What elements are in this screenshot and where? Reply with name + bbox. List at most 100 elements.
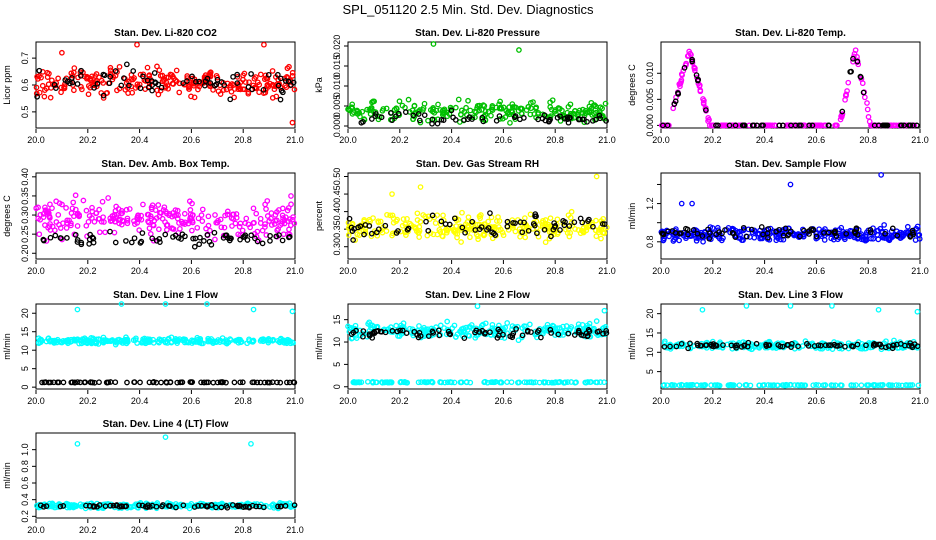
data-point <box>551 108 558 115</box>
data-point <box>496 113 503 119</box>
data-point <box>866 118 873 125</box>
data-point <box>512 220 518 226</box>
data-point <box>100 71 107 78</box>
data-point <box>63 225 70 231</box>
data-point <box>598 235 604 242</box>
x-tick-label: 21.0 <box>911 266 929 276</box>
data-point <box>821 237 828 243</box>
data-point <box>487 210 493 216</box>
data-point <box>151 70 158 76</box>
data-point <box>107 64 114 71</box>
y-axis-label: ml/min <box>2 462 12 489</box>
x-tick-label: 20.6 <box>183 396 201 406</box>
data-point <box>245 84 252 90</box>
data-point <box>547 215 554 222</box>
data-point <box>85 91 92 98</box>
data-point <box>165 74 172 81</box>
data-point <box>236 223 243 230</box>
data-point <box>740 224 747 231</box>
data-point <box>94 80 101 87</box>
data-point <box>150 336 156 343</box>
data-point <box>601 307 608 314</box>
x-tick-label: 20.4 <box>443 266 461 276</box>
data-point <box>252 235 258 242</box>
x-tick-label: 20.6 <box>495 135 513 145</box>
data-point <box>495 214 501 220</box>
data-point <box>831 229 838 235</box>
data-point <box>906 122 913 129</box>
x-tick-label: 20.6 <box>495 396 513 406</box>
data-point <box>359 108 366 115</box>
data-point <box>261 41 267 48</box>
data-point <box>235 231 242 238</box>
data-point <box>504 379 510 385</box>
data-point <box>402 109 409 115</box>
data-point <box>393 106 400 112</box>
data-point <box>743 233 750 240</box>
data-point <box>853 226 860 233</box>
data-point <box>492 225 498 232</box>
data-point <box>64 235 70 241</box>
data-point <box>55 212 62 218</box>
data-point <box>192 235 199 242</box>
chart-panel: Stan. Dev. Line 1 Flow ml/min 20.0 20.2 20.4… <box>2 290 304 406</box>
data-point <box>250 306 257 313</box>
data-point <box>505 109 511 116</box>
data-point <box>806 231 812 237</box>
data-point <box>283 84 290 91</box>
panel-title: Stan. Dev. Li-820 CO2 <box>114 28 217 39</box>
data-point <box>39 82 46 89</box>
data-point <box>521 215 528 221</box>
data-point <box>71 87 77 94</box>
data-point <box>452 104 459 111</box>
data-point <box>506 104 513 110</box>
data-point <box>158 210 164 216</box>
data-point <box>534 230 540 237</box>
data-point <box>140 73 146 80</box>
data-point <box>843 92 849 99</box>
data-point <box>191 243 198 250</box>
data-point <box>406 220 413 227</box>
x-tick-label: 21.0 <box>286 396 304 406</box>
data-point <box>496 101 502 108</box>
data-point <box>372 113 379 119</box>
data-point <box>287 216 293 222</box>
data-point <box>107 71 114 77</box>
data-point <box>368 230 375 237</box>
data-point <box>839 108 846 115</box>
data-point <box>579 219 586 226</box>
data-point <box>894 232 901 239</box>
data-point <box>40 214 47 221</box>
data-point <box>517 116 523 123</box>
data-point <box>575 116 582 123</box>
x-tick-label: 20.4 <box>756 266 774 276</box>
data-point <box>860 236 867 243</box>
figure-title: SPL_051120 2.5 Min. Std. Dev. Diagnostic… <box>343 2 594 17</box>
data-point <box>378 114 385 121</box>
y-tick-label: 15 <box>645 328 655 338</box>
data-point <box>706 116 712 123</box>
data-point <box>860 89 867 96</box>
data-point <box>403 232 409 238</box>
data-point <box>788 228 794 235</box>
panel-title: Stan. Dev. Line 3 Flow <box>738 290 843 301</box>
data-point <box>498 105 505 112</box>
x-tick-label: 20.4 <box>131 135 149 145</box>
data-point <box>713 122 719 129</box>
data-point <box>352 237 359 243</box>
data-point <box>527 111 534 118</box>
panel-grid: Stan. Dev. Li-820 CO2 Licor ppm 20.0 20.2 20… <box>2 28 929 535</box>
y-tick-label: 0.6 <box>20 79 30 92</box>
data-point <box>394 216 400 223</box>
data-point <box>346 215 353 222</box>
data-point <box>264 198 271 204</box>
data-point <box>910 122 916 129</box>
data-point <box>438 218 445 225</box>
chart-panel: Stan. Dev. Line 2 Flow ml/min 20.0 20.2 20.4… <box>314 290 616 406</box>
data-point <box>90 235 97 242</box>
y-tick-label: 15 <box>20 327 30 337</box>
data-point <box>210 379 217 386</box>
data-point <box>271 86 278 93</box>
data-point <box>389 117 395 124</box>
data-point <box>100 92 107 99</box>
